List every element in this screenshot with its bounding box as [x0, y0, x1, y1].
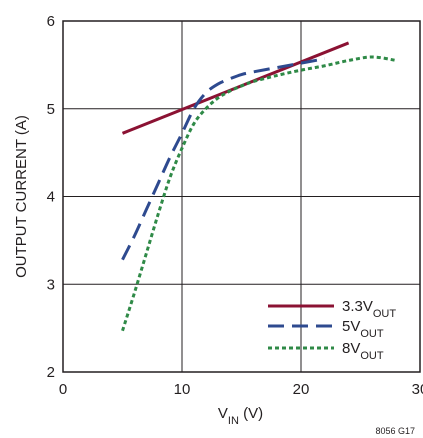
legend-label-subscript: OUT — [360, 350, 384, 362]
y-tick-label: 4 — [47, 189, 55, 206]
series-line-5vout — [121, 57, 326, 261]
y-tick-label: 2 — [47, 364, 55, 381]
legend-label-3.3vout: 3.3VOUT — [342, 298, 396, 320]
y-tick-label: 3 — [47, 276, 55, 293]
legend-label-8vout: 8VOUT — [342, 340, 384, 362]
y-axis-label: OUTPUT CURRENT (A) — [13, 115, 30, 278]
legend-label-subscript: OUT — [373, 308, 397, 320]
x-axis-label-suffix: (V) — [239, 405, 263, 422]
legend-label-main: 3.3V — [342, 298, 373, 315]
x-tick-label: 10 — [174, 381, 191, 398]
x-axis-label: VIN (V) — [218, 405, 263, 427]
tick-labels: 0 10 20 30 2 3 4 5 6 — [47, 13, 423, 398]
x-axis-label-subscript: IN — [228, 415, 239, 427]
legend-label-main: 8V — [342, 340, 360, 357]
legend-label-subscript: OUT — [360, 328, 384, 340]
x-tick-label: 30 — [412, 381, 423, 398]
y-tick-label: 5 — [47, 101, 55, 118]
plot-frame — [62, 20, 421, 373]
x-tick-label: 0 — [59, 381, 67, 398]
figure-code: 8056 G17 — [375, 426, 415, 436]
y-tick-label: 6 — [47, 13, 55, 30]
legend-label-main: 5V — [342, 318, 360, 335]
series-layer — [121, 41, 397, 332]
x-axis-label-main: V — [218, 405, 228, 422]
grid-layer — [63, 21, 420, 372]
series-line-8vout — [121, 55, 397, 332]
x-tick-label: 20 — [293, 381, 310, 398]
legend-label-5vout: 5VOUT — [342, 318, 384, 340]
